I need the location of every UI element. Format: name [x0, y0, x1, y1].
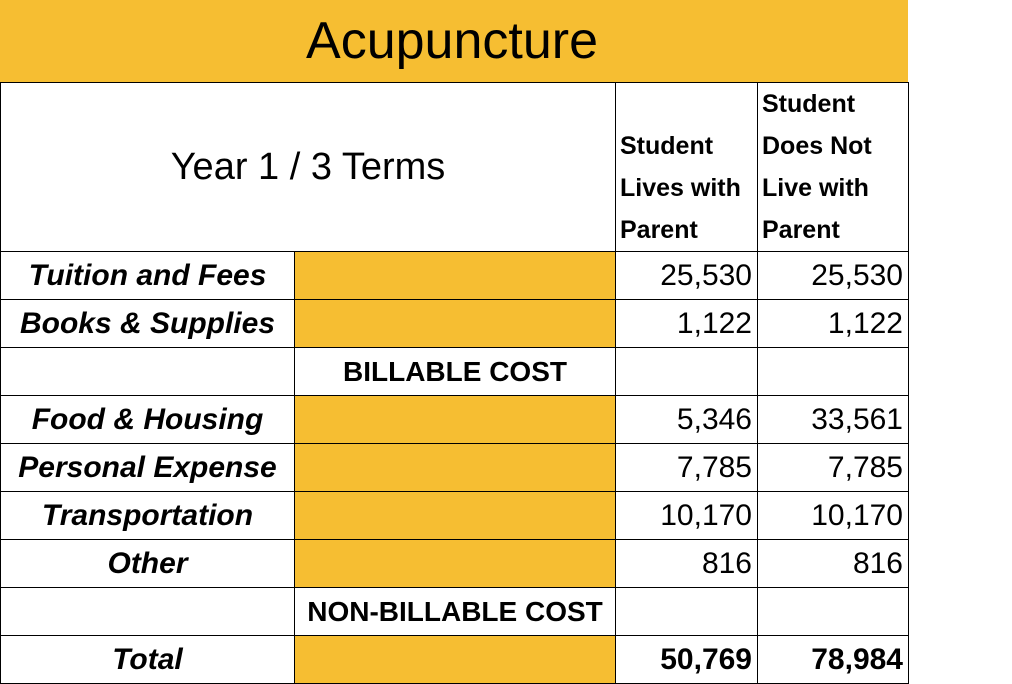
value-cell: 816: [757, 539, 909, 588]
empty-cell: [0, 587, 295, 636]
empty-cell: [615, 587, 758, 636]
highlight-cell: [294, 539, 616, 588]
value-cell: 816: [615, 539, 758, 588]
row-label: Transportation: [0, 491, 295, 540]
highlight-cell: [294, 443, 616, 492]
empty-cell: [757, 587, 909, 636]
value-cell: 1,122: [757, 299, 909, 348]
table-row: Tuition and Fees 25,530 25,530: [0, 251, 909, 300]
row-label: Personal Expense: [0, 443, 295, 492]
total-value: 78,984: [757, 635, 909, 684]
value-cell: 25,530: [615, 251, 758, 300]
total-label: Total: [0, 635, 295, 684]
non-billable-cost-label: NON-BILLABLE COST: [294, 587, 616, 636]
value-cell: 33,561: [757, 395, 909, 444]
total-value: 50,769: [615, 635, 758, 684]
highlight-cell: [294, 299, 616, 348]
non-billable-cost-row: NON-BILLABLE COST: [0, 587, 909, 636]
row-label: Other: [0, 539, 295, 588]
period-header: Year 1 / 3 Terms: [0, 82, 616, 252]
empty-cell: [615, 347, 758, 396]
column-header-lives-with-parent: Student Lives with Parent: [615, 82, 758, 252]
header-row: Year 1 / 3 Terms Student Lives with Pare…: [0, 82, 909, 252]
table-row: Food & Housing 5,346 33,561: [0, 395, 909, 444]
value-cell: 5,346: [615, 395, 758, 444]
table-row: Books & Supplies 1,122 1,122: [0, 299, 909, 348]
highlight-cell: [294, 491, 616, 540]
highlight-cell: [294, 251, 616, 300]
title-banner: Acupuncture: [0, 0, 908, 82]
value-cell: 25,530: [757, 251, 909, 300]
empty-cell: [0, 347, 295, 396]
value-cell: 10,170: [757, 491, 909, 540]
column-header-does-not-live-with-parent: Student Does Not Live with Parent: [757, 82, 909, 252]
page-title: Acupuncture: [306, 12, 598, 70]
billable-cost-label: BILLABLE COST: [294, 347, 616, 396]
row-label: Tuition and Fees: [0, 251, 295, 300]
value-cell: 7,785: [757, 443, 909, 492]
value-cell: 10,170: [615, 491, 758, 540]
table-row: Other 816 816: [0, 539, 909, 588]
table-row: Personal Expense 7,785 7,785: [0, 443, 909, 492]
row-label: Books & Supplies: [0, 299, 295, 348]
highlight-cell: [294, 635, 616, 684]
highlight-cell: [294, 395, 616, 444]
cost-table: Year 1 / 3 Terms Student Lives with Pare…: [0, 82, 909, 684]
row-label: Food & Housing: [0, 395, 295, 444]
value-cell: 1,122: [615, 299, 758, 348]
empty-cell: [757, 347, 909, 396]
total-row: Total 50,769 78,984: [0, 635, 909, 684]
table-row: Transportation 10,170 10,170: [0, 491, 909, 540]
value-cell: 7,785: [615, 443, 758, 492]
billable-cost-row: BILLABLE COST: [0, 347, 909, 396]
